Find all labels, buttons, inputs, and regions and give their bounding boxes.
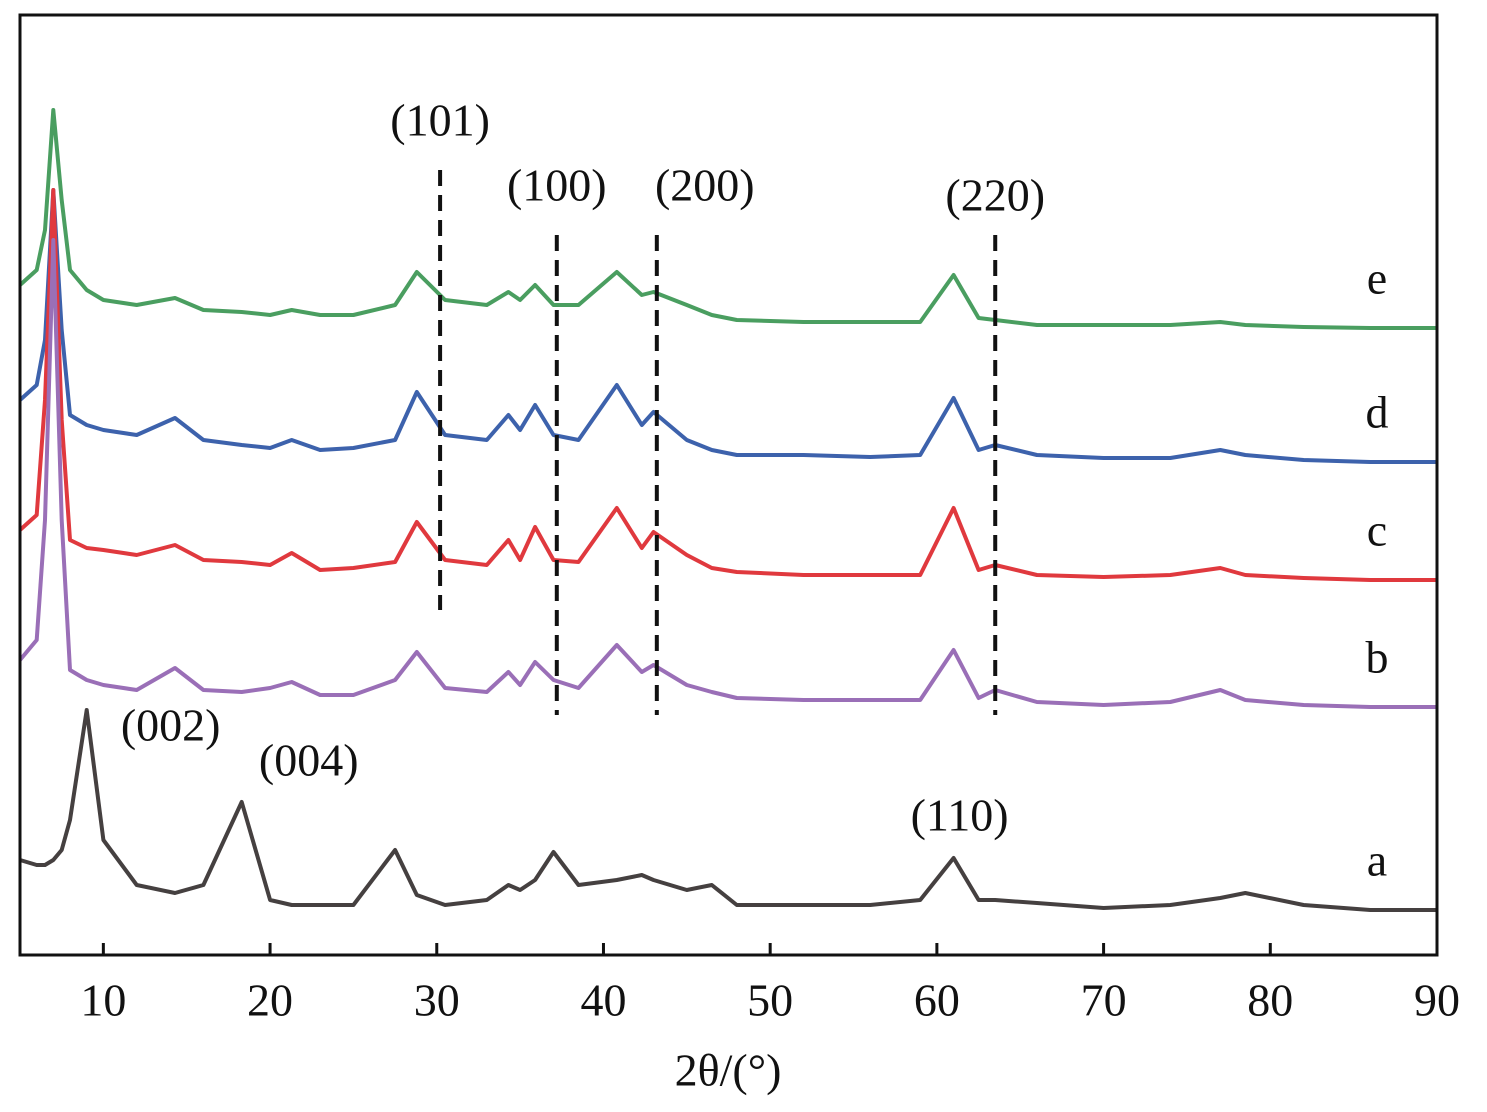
x-tick-label: 20	[247, 975, 293, 1026]
annotation: (220)	[945, 170, 1045, 221]
x-axis-label: 2θ/(°)	[675, 1045, 782, 1096]
x-tick-label: 90	[1414, 975, 1460, 1026]
annotation: (101)	[390, 95, 490, 146]
x-tick-label: 30	[414, 975, 460, 1026]
annotation: (200)	[655, 160, 755, 211]
series-line	[18, 108, 1437, 330]
x-tick-label: 70	[1081, 975, 1127, 1026]
series-label: d	[1366, 387, 1389, 438]
x-tick-label: 60	[914, 975, 960, 1026]
x-tick-label: 10	[80, 975, 126, 1026]
series-label: b	[1366, 632, 1389, 683]
series-label: e	[1367, 253, 1387, 304]
series-line	[19, 708, 1437, 912]
plot-frame	[18, 13, 1439, 957]
x-tick-label: 80	[1247, 975, 1293, 1026]
series-line	[18, 188, 1437, 464]
x-tick-label: 40	[580, 975, 626, 1026]
series-line	[18, 238, 1437, 709]
annotation: (100)	[507, 160, 607, 211]
x-tick-label: 50	[747, 975, 793, 1026]
annotation: (004)	[259, 735, 359, 786]
annotation: (002)	[121, 700, 221, 751]
series-label: a	[1367, 835, 1387, 886]
annotation: (110)	[911, 790, 1009, 841]
series-line	[18, 188, 1437, 582]
series-label: c	[1367, 505, 1387, 556]
